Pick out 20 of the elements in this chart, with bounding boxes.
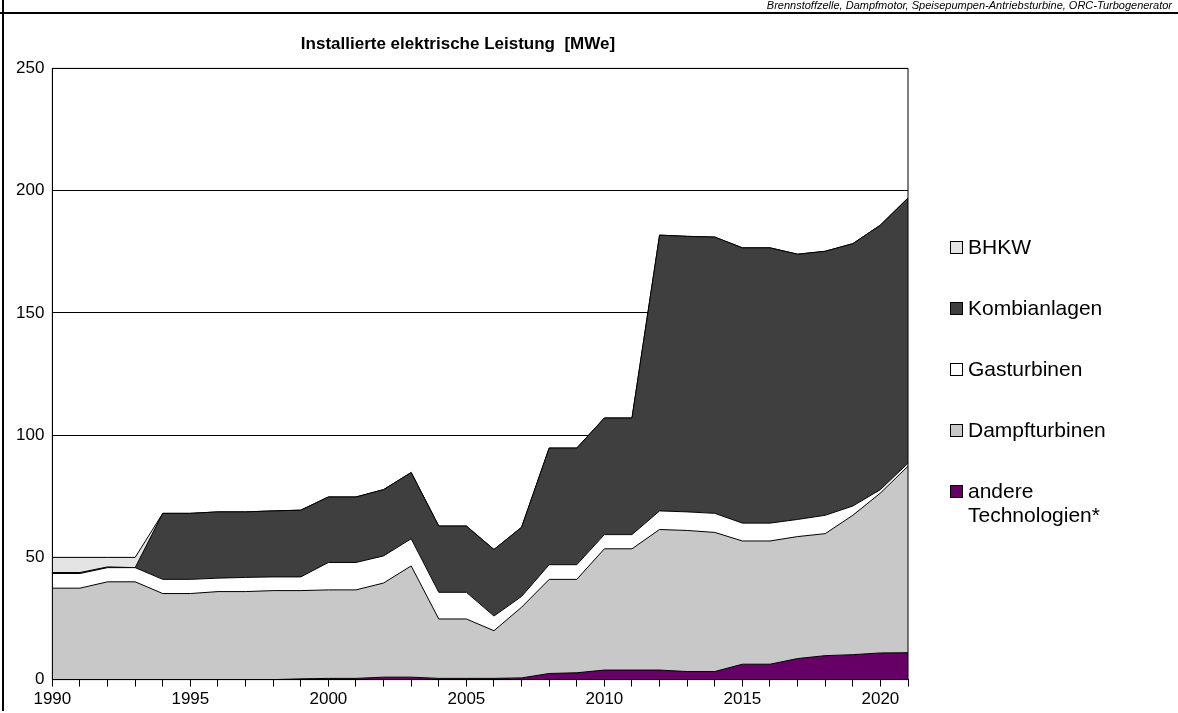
legend-label: Gasturbinen <box>968 357 1083 381</box>
x-tick-label: 2015 <box>723 689 762 709</box>
y-tick-label: 250 <box>15 58 45 78</box>
legend-label: Kombianlagen <box>968 296 1103 320</box>
text: Brennstoffzelle, Dampfmotor, Speisepumpen-Antriebsturbine, ORC-Turbogenerator <box>766 0 1172 11</box>
legend-label: Dampfturbinen <box>968 418 1106 442</box>
y-tick-label: 150 <box>15 302 45 322</box>
x-tick-label: 2000 <box>309 689 348 709</box>
legend-label: andere Technologien* <box>968 479 1101 527</box>
x-tick-label: 2020 <box>861 689 900 709</box>
x-tick-label: 2010 <box>585 689 624 709</box>
y-tick-label: 50 <box>25 547 45 567</box>
chart-title: Installierte elektrische Leistung [MWe] <box>300 33 616 53</box>
legend-label: BHKW <box>968 235 1031 259</box>
y-tick-label: 100 <box>15 424 45 444</box>
x-tick-label: 2005 <box>447 689 486 709</box>
x-tick-label: 1990 <box>33 689 72 709</box>
y-tick-label: 200 <box>15 180 45 200</box>
x-tick-label: 1995 <box>171 689 210 709</box>
y-tick-label: 0 <box>34 669 45 689</box>
